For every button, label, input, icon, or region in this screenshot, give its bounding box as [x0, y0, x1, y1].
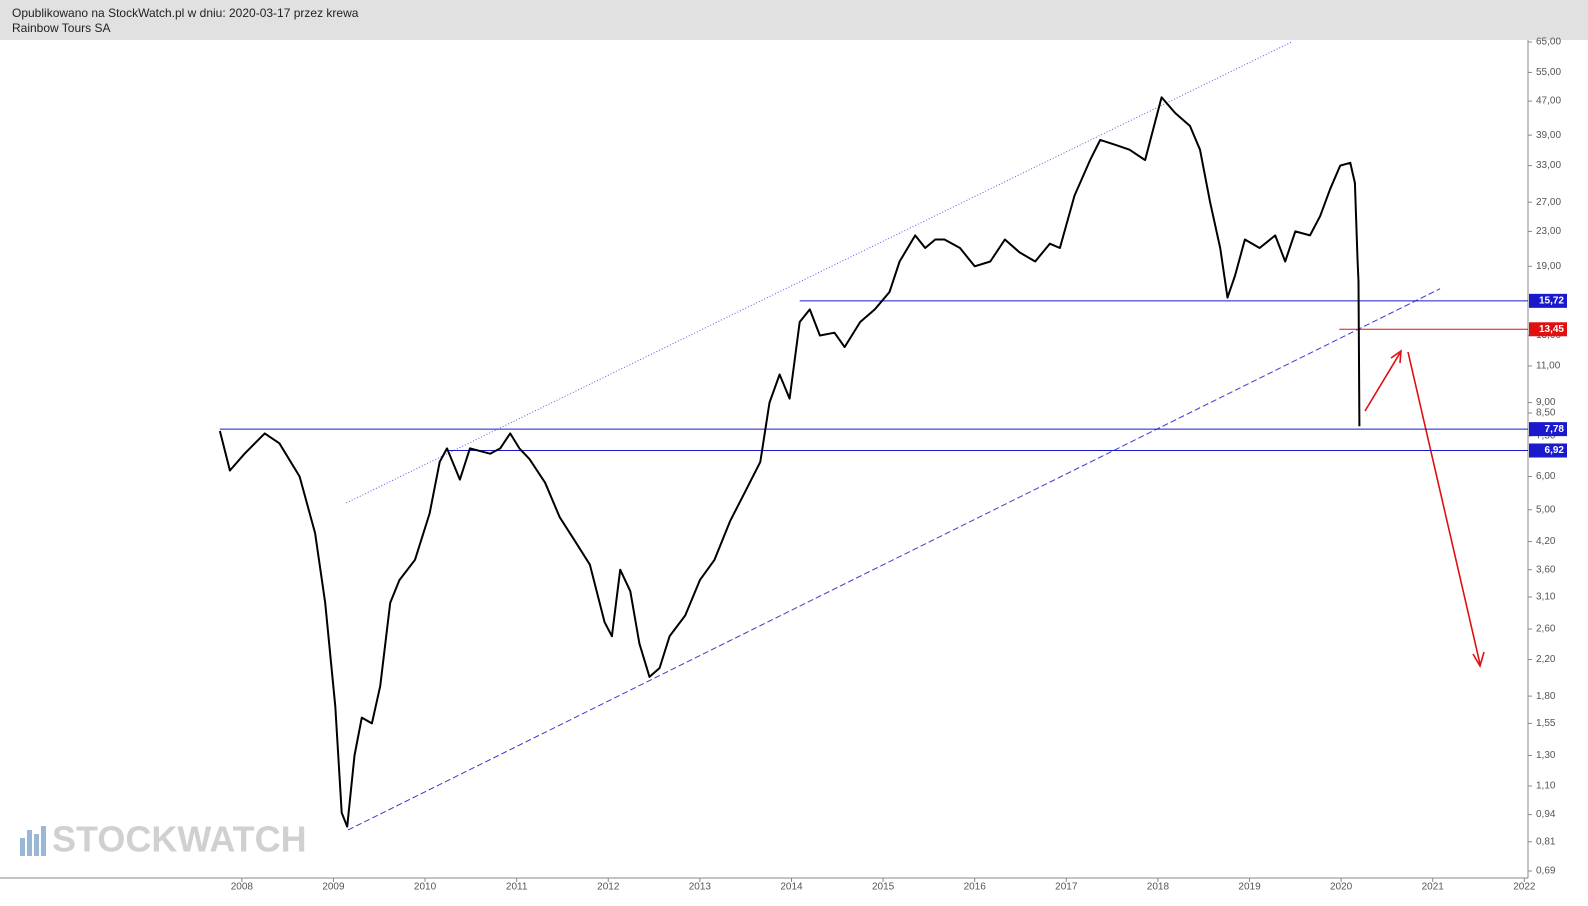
x-tick-label: 2014 — [780, 882, 803, 893]
y-tick-label: 0,81 — [1536, 836, 1556, 847]
y-tick-label: 1,80 — [1536, 691, 1556, 702]
x-tick-label: 2012 — [597, 882, 620, 893]
x-tick-label: 2017 — [1055, 882, 1078, 893]
y-tick-label: 3,10 — [1536, 592, 1556, 603]
price-line — [218, 96, 1361, 828]
y-tick-label: 2,20 — [1536, 654, 1556, 665]
level-label: 15,72 — [1539, 295, 1564, 306]
y-tick-label: 2,60 — [1536, 624, 1556, 635]
y-tick-label: 23,00 — [1536, 226, 1561, 237]
plot-area — [218, 41, 1528, 831]
y-tick-label: 1,30 — [1536, 750, 1556, 761]
trendline — [347, 288, 1441, 831]
trendline — [346, 41, 1292, 504]
y-tick-label: 0,94 — [1536, 809, 1556, 820]
header: Opublikowano na StockWatch.pl w dniu: 20… — [0, 0, 1588, 40]
y-tick-label: 39,00 — [1536, 130, 1561, 141]
level-label: 6,92 — [1545, 445, 1565, 456]
published-line: Opublikowano na StockWatch.pl w dniu: 20… — [12, 6, 359, 20]
y-tick-label: 1,55 — [1536, 718, 1556, 729]
level-label: 7,78 — [1545, 424, 1565, 435]
x-tick-label: 2009 — [322, 882, 345, 893]
level-marker — [1529, 322, 1567, 337]
x-tick-label: 2013 — [689, 882, 712, 893]
x-tick-label: 2020 — [1330, 882, 1353, 893]
level-label: 13,45 — [1539, 324, 1564, 335]
projection-arrows — [1364, 349, 1485, 669]
y-tick-label: 0,69 — [1536, 866, 1556, 877]
x-tick-label: 2019 — [1238, 882, 1261, 893]
x-tick-label: 2021 — [1422, 882, 1445, 893]
x-tick-label: 2010 — [414, 882, 437, 893]
x-tick-label: 2016 — [964, 882, 987, 893]
x-tick-label: 2008 — [231, 882, 254, 893]
y-tick-label: 4,20 — [1536, 536, 1556, 547]
watermark-text: STOCKWATCH — [52, 819, 307, 860]
watermark: STOCKWATCH — [20, 819, 307, 860]
y-tick-label: 27,00 — [1536, 197, 1561, 208]
y-tick-label: 65,00 — [1536, 37, 1561, 48]
x-tick-label: 2022 — [1513, 882, 1536, 893]
y-tick-label: 5,00 — [1536, 504, 1556, 515]
y-tick-label: 6,00 — [1536, 471, 1556, 482]
x-tick-label: 2015 — [872, 882, 895, 893]
level-marker — [1529, 422, 1567, 437]
y-tick-label: 55,00 — [1536, 67, 1561, 78]
level-marker — [1529, 443, 1567, 458]
y-tick-label: 33,00 — [1536, 160, 1561, 171]
level-marker — [1529, 293, 1567, 308]
y-tick-label: 19,00 — [1536, 261, 1561, 272]
y-tick-label: 8,50 — [1536, 408, 1556, 419]
y-tick-label: 11,00 — [1536, 361, 1561, 372]
y-tick-label: 47,00 — [1536, 96, 1561, 107]
instrument-name: Rainbow Tours SA — [12, 21, 111, 35]
y-tick-label: 3,60 — [1536, 564, 1556, 575]
x-tick-label: 2018 — [1147, 882, 1170, 893]
y-tick-label: 9,00 — [1536, 397, 1556, 408]
y-tick-label: 1,10 — [1536, 781, 1556, 792]
x-tick-label: 2011 — [506, 882, 528, 893]
